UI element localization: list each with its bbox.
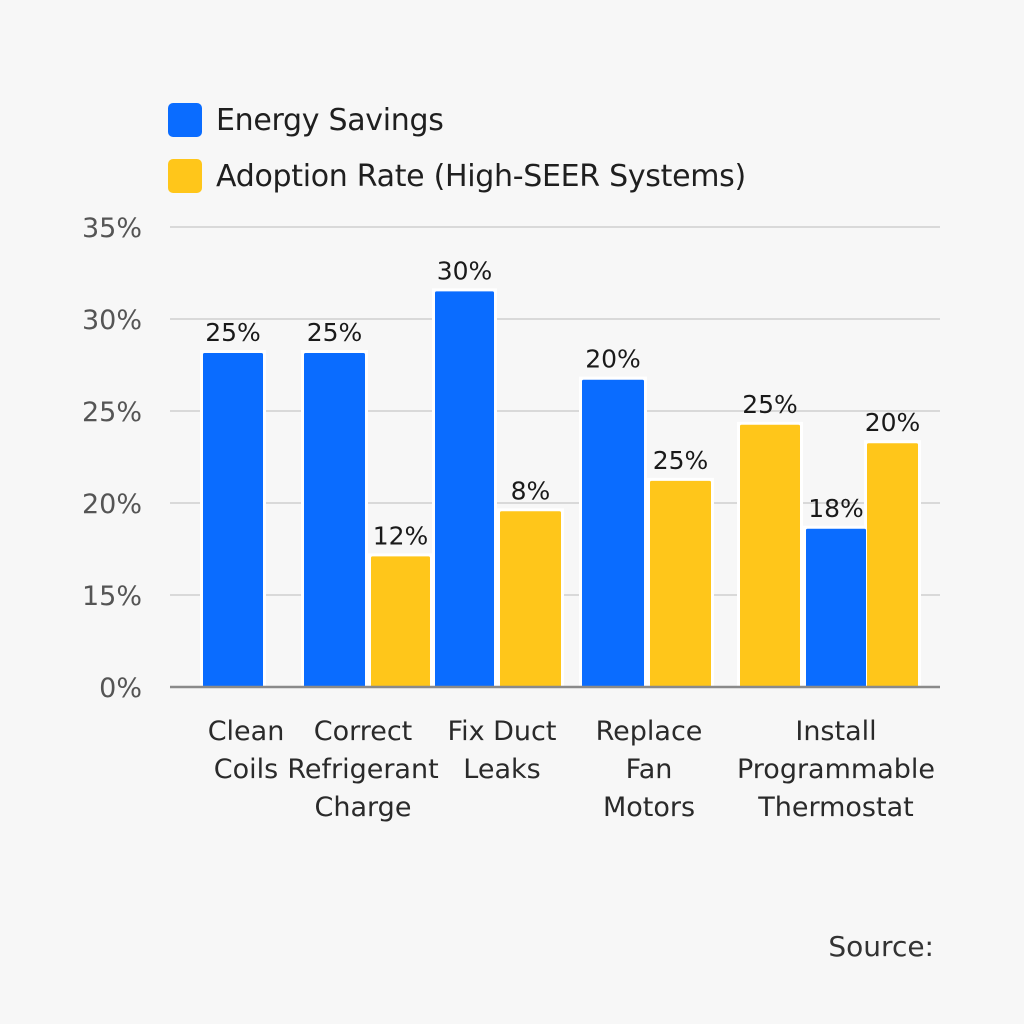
y-tick-label: 30% (82, 305, 142, 336)
y-tick-label: 35% (82, 213, 142, 244)
x-category-label: Correct (314, 716, 413, 747)
bar-energy-savings (582, 379, 644, 687)
x-category-label: Install (795, 716, 876, 747)
x-category-label: Refrigerant (287, 754, 438, 785)
x-category-label: Thermostat (757, 792, 913, 823)
bar-adoption-rate (650, 480, 711, 687)
legend-item-adoption-rate: Adoption Rate (High-SEER Systems) (168, 148, 746, 204)
data-label: 25% (742, 390, 798, 419)
y-tick-label: 15% (82, 581, 142, 612)
data-label: 30% (437, 256, 493, 285)
bar-adoption-rate (371, 556, 430, 687)
source-note: Source: (828, 930, 934, 963)
x-category-label: Motors (603, 792, 695, 823)
x-category-label: Charge (315, 792, 412, 823)
bar-adoption-rate (740, 424, 800, 687)
legend-swatch-energy-savings (168, 103, 202, 137)
data-label: 20% (585, 345, 641, 374)
bar-energy-savings (304, 353, 365, 687)
data-label: 8% (511, 476, 551, 505)
bar-energy-savings (203, 353, 263, 687)
data-label: 25% (307, 318, 363, 347)
y-tick-label: 20% (82, 489, 142, 520)
legend-item-energy-savings: Energy Savings (168, 92, 746, 148)
y-tick-label: 0% (99, 673, 142, 704)
data-label: 25% (205, 318, 261, 347)
chart-legend: Energy Savings Adoption Rate (High-SEER … (168, 92, 746, 204)
legend-label: Energy Savings (216, 102, 444, 138)
y-tick-label: 25% (82, 397, 142, 428)
data-label: 12% (373, 521, 429, 550)
bar-adoption-rate (500, 511, 561, 687)
bar-energy-savings (435, 291, 494, 687)
x-category-label: Clean (208, 716, 285, 747)
legend-swatch-adoption-rate (168, 159, 202, 193)
x-category-label: Leaks (463, 754, 540, 785)
legend-label: Adoption Rate (High-SEER Systems) (216, 158, 746, 194)
x-category-label: Fan (626, 754, 673, 785)
x-category-label: Coils (214, 754, 278, 785)
x-category-label: Programmable (737, 754, 935, 785)
data-label: 18% (808, 494, 864, 523)
data-label: 20% (865, 408, 921, 437)
x-category-label: Replace (596, 716, 703, 747)
x-category-label: Fix Duct (448, 716, 557, 747)
bar-adoption-rate (867, 443, 918, 687)
data-label: 25% (653, 446, 709, 475)
bar-energy-savings (806, 528, 866, 687)
